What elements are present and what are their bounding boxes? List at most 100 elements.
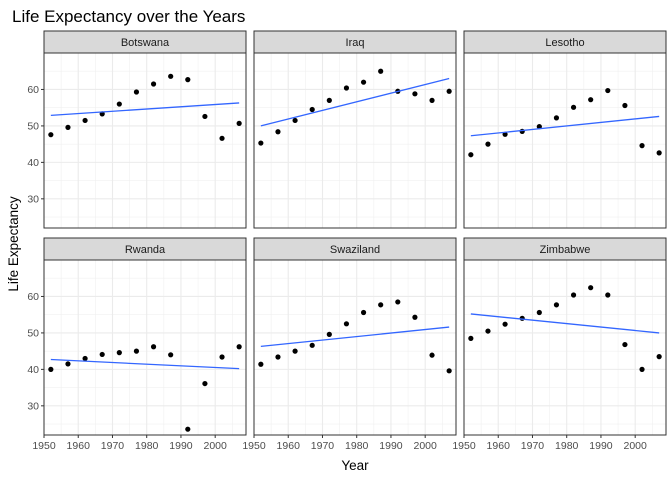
data-point (185, 77, 191, 83)
x-tick-label: 1980 (345, 440, 369, 452)
data-point (48, 132, 54, 138)
facet-strip-label: Lesotho (545, 37, 584, 49)
facet-panel-rwanda: Rwanda (43, 237, 247, 436)
data-point (360, 79, 367, 85)
data-point (570, 104, 577, 110)
y-axis: 30 40 50 60 30 40 50 60 (27, 84, 44, 413)
data-point (326, 331, 332, 337)
facet-strip-label: Botswana (121, 37, 170, 49)
data-point (236, 120, 242, 126)
data-point (605, 87, 611, 94)
data-point (360, 309, 367, 316)
facet-panel-iraq: Iraq (253, 30, 457, 229)
data-point (570, 292, 577, 298)
data-point (485, 141, 491, 147)
x-tick-label: 1990 (379, 440, 403, 452)
panel-border (43, 259, 247, 436)
panel-border (463, 259, 667, 436)
facet-panels: Botswana Iraq Lesotho Rwanda Swaziland Zimbab… (43, 30, 667, 436)
data-point (656, 150, 662, 156)
data-point (639, 366, 645, 372)
data-point (588, 97, 594, 103)
data-point (656, 354, 662, 360)
data-point (536, 309, 542, 316)
x-tick-label: 1950 (242, 440, 266, 452)
data-point (116, 101, 122, 107)
trend-line (470, 115, 660, 137)
data-point (326, 97, 332, 103)
data-point (116, 350, 122, 356)
x-tick-label: 1970 (311, 440, 335, 452)
trend-line (470, 313, 660, 334)
y-tick-label: 40 (27, 157, 39, 169)
facet-strip-label: Iraq (346, 37, 365, 49)
chart-title: Life Expectancy over the Years (12, 7, 245, 26)
data-point (309, 342, 315, 348)
data-point (395, 299, 401, 305)
y-tick-label: 50 (27, 121, 39, 133)
y-tick-label: 30 (27, 401, 39, 413)
y-axis-title: Life Expectancy (6, 196, 21, 292)
data-point (378, 302, 384, 308)
data-point (258, 140, 264, 146)
trend-line (260, 77, 450, 127)
data-point (429, 352, 435, 358)
data-point (588, 285, 594, 291)
data-point (309, 106, 315, 113)
y-tick-label: 30 (27, 194, 39, 206)
x-tick-label: 2000 (414, 440, 438, 452)
y-tick-label: 60 (27, 84, 39, 96)
x-tick-label: 1950 (32, 440, 56, 452)
panel-border (43, 52, 247, 229)
x-tick-label: 1980 (135, 440, 159, 452)
x-tick-label: 1990 (169, 440, 193, 452)
panel-border (253, 259, 457, 436)
x-tick-label: 1960 (487, 440, 511, 452)
data-point (622, 102, 628, 109)
data-point (553, 115, 560, 121)
x-tick-label: 1970 (101, 440, 125, 452)
x-tick-label: 1960 (67, 440, 91, 452)
data-point (292, 117, 298, 124)
facet-panel-zimbabwe: Zimbabwe (463, 237, 667, 436)
facet-strip-label: Zimbabwe (540, 244, 591, 256)
x-tick-label: 1960 (277, 440, 301, 452)
panel-border (253, 52, 457, 229)
facet-strip-label: Swaziland (330, 244, 380, 256)
data-point (412, 91, 418, 97)
data-point (536, 124, 542, 130)
data-point (343, 321, 350, 327)
data-point (639, 143, 645, 149)
data-point (99, 351, 105, 358)
data-point (446, 88, 452, 94)
data-point (343, 85, 350, 91)
data-point (150, 81, 157, 87)
y-tick-label: 60 (27, 291, 39, 303)
data-point (168, 73, 174, 79)
data-point (236, 344, 242, 350)
data-point (429, 97, 435, 103)
x-tick-label: 2000 (624, 440, 648, 452)
x-tick-label: 1970 (521, 440, 545, 452)
data-point (219, 135, 225, 141)
trend-line (260, 326, 450, 348)
data-point (468, 152, 474, 158)
data-point (150, 344, 157, 350)
x-axis: 1950 1960 1970 1980 1990 2000 1950 1960 1970 1980… (32, 435, 647, 452)
trend-line (50, 102, 240, 116)
data-point (502, 321, 508, 327)
facet-strip-label: Rwanda (125, 244, 166, 256)
x-tick-label: 1980 (555, 440, 579, 452)
data-point (485, 328, 491, 334)
data-point (275, 129, 281, 135)
data-point (82, 355, 88, 362)
data-point (292, 348, 298, 354)
data-point (133, 348, 140, 354)
data-point (446, 368, 452, 374)
data-point (65, 124, 71, 130)
data-point (275, 354, 281, 360)
data-point (202, 113, 208, 120)
data-point (202, 380, 208, 387)
data-point (622, 341, 628, 348)
